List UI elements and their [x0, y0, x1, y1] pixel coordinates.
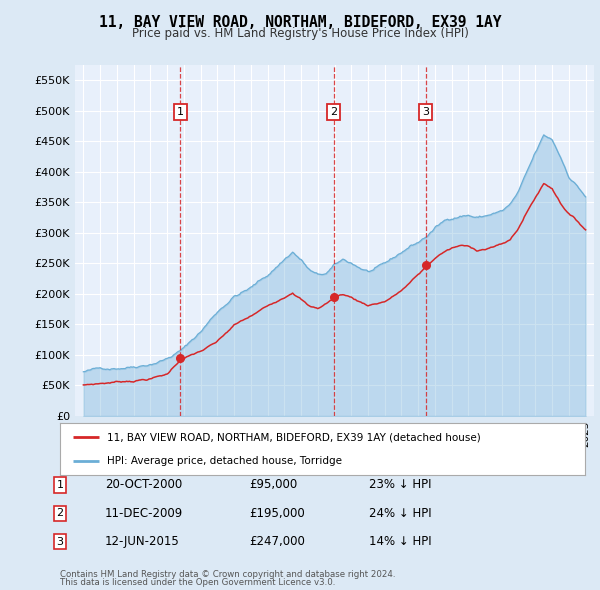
- Text: 11, BAY VIEW ROAD, NORTHAM, BIDEFORD, EX39 1AY (detached house): 11, BAY VIEW ROAD, NORTHAM, BIDEFORD, EX…: [107, 432, 481, 442]
- Text: 12-JUN-2015: 12-JUN-2015: [105, 535, 180, 548]
- Text: 2: 2: [56, 509, 64, 518]
- Text: 3: 3: [422, 107, 429, 117]
- Text: £247,000: £247,000: [249, 535, 305, 548]
- Text: 11, BAY VIEW ROAD, NORTHAM, BIDEFORD, EX39 1AY: 11, BAY VIEW ROAD, NORTHAM, BIDEFORD, EX…: [99, 15, 501, 30]
- Text: HPI: Average price, detached house, Torridge: HPI: Average price, detached house, Torr…: [107, 456, 342, 466]
- Text: 11-DEC-2009: 11-DEC-2009: [105, 507, 183, 520]
- Text: 23% ↓ HPI: 23% ↓ HPI: [369, 478, 431, 491]
- Text: £195,000: £195,000: [249, 507, 305, 520]
- Text: 14% ↓ HPI: 14% ↓ HPI: [369, 535, 431, 548]
- Text: 20-OCT-2000: 20-OCT-2000: [105, 478, 182, 491]
- Text: 1: 1: [177, 107, 184, 117]
- Text: 3: 3: [56, 537, 64, 546]
- Text: Price paid vs. HM Land Registry's House Price Index (HPI): Price paid vs. HM Land Registry's House …: [131, 27, 469, 40]
- Text: 24% ↓ HPI: 24% ↓ HPI: [369, 507, 431, 520]
- Text: Contains HM Land Registry data © Crown copyright and database right 2024.: Contains HM Land Registry data © Crown c…: [60, 570, 395, 579]
- Text: 2: 2: [330, 107, 337, 117]
- Text: This data is licensed under the Open Government Licence v3.0.: This data is licensed under the Open Gov…: [60, 578, 335, 587]
- Text: 1: 1: [56, 480, 64, 490]
- Text: £95,000: £95,000: [249, 478, 297, 491]
